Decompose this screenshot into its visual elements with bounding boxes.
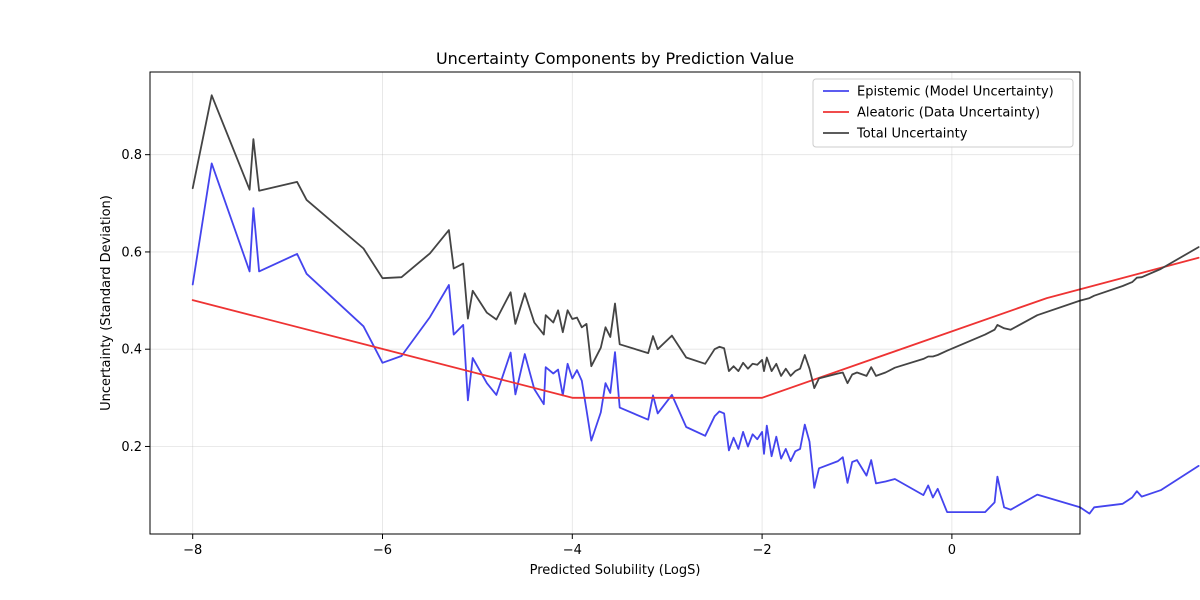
y-tick-label: 0.6 <box>121 245 142 260</box>
y-tick-label: 0.2 <box>121 440 142 455</box>
x-tick-label: −4 <box>563 543 582 558</box>
x-tick-label: −8 <box>183 543 202 558</box>
legend-label-1: Epistemic (Model Uncertainty) <box>857 85 1054 100</box>
plot-area-frame <box>149 71 1081 535</box>
x-tick-label: 0 <box>948 543 956 558</box>
legend-label-3: Total Uncertainty <box>856 127 968 142</box>
x-tick-label: −6 <box>373 543 392 558</box>
legend: Epistemic (Model Uncertainty) Aleatoric (… <box>812 78 1074 148</box>
legend-label-2: Aleatoric (Data Uncertainty) <box>857 106 1040 121</box>
series-line-3 <box>191 94 1200 390</box>
y-tick-label: 0.4 <box>121 343 142 358</box>
legend-box <box>812 78 1074 148</box>
y-axis-label: Uncertainty (Standard Deviation) <box>99 195 114 411</box>
series-line-1 <box>191 162 1200 515</box>
chart-title: Uncertainty Components by Prediction Val… <box>436 49 794 68</box>
y-tick-label: 0.8 <box>121 148 142 163</box>
grid <box>150 72 1080 534</box>
series-lines <box>191 94 1200 515</box>
axis-ticks: −8 −6 −4 −2 0 0.2 0.4 0.6 0.8 <box>121 148 956 558</box>
series-line-2 <box>191 256 1200 399</box>
x-axis-label: Predicted Solubility (LogS) <box>530 563 701 578</box>
x-tick-label: −2 <box>753 543 772 558</box>
